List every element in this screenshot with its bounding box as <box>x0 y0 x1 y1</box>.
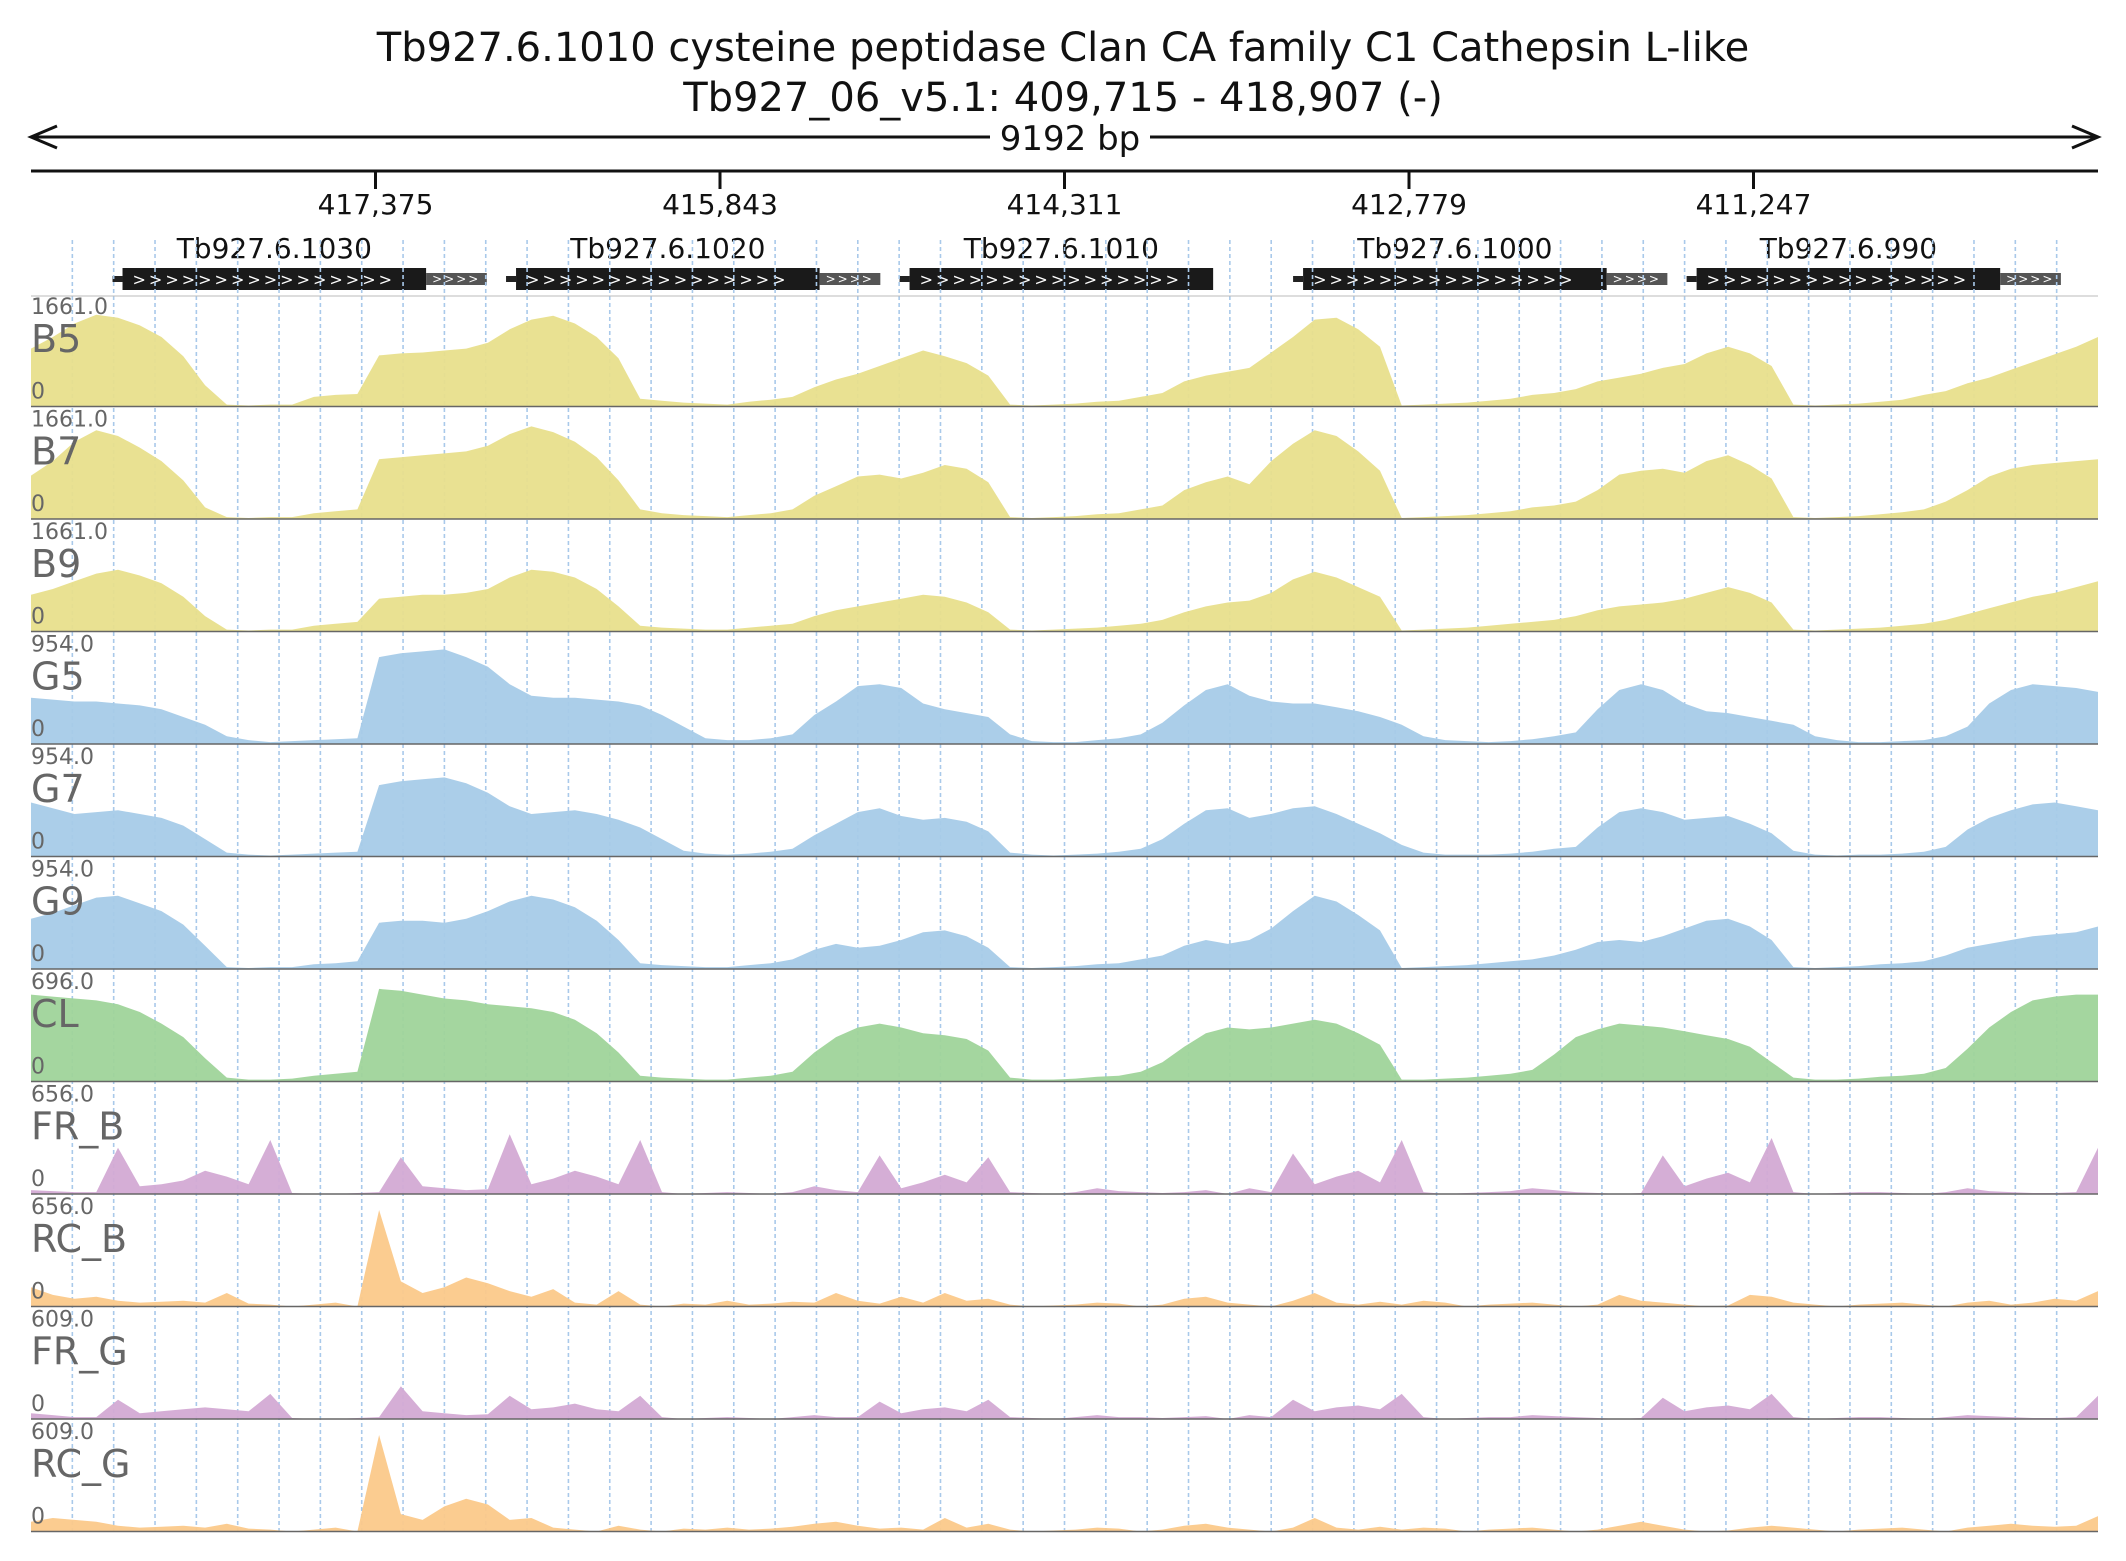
track-min-label: 0 <box>31 1167 45 1192</box>
track-min-label: 0 <box>31 380 45 405</box>
gene-utr <box>1606 273 1668 285</box>
gene-cds <box>1696 268 2001 290</box>
gene-utr-left <box>112 276 123 282</box>
axis-tick-label: 415,843 <box>662 188 778 221</box>
utr-strand-arrows: >>>> <box>826 272 874 286</box>
gene-utr-left <box>506 276 517 282</box>
track-name: B7 <box>31 430 81 474</box>
track-name: FR_G <box>31 1330 128 1374</box>
track-max-label: 609.0 <box>31 1420 94 1445</box>
coverage-area-g5 <box>31 649 2098 744</box>
coverage-area-b7 <box>31 426 2098 519</box>
span-arrowhead-right <box>2071 124 2102 150</box>
gene-cds <box>909 268 1214 290</box>
gene-utr-left <box>1686 276 1697 282</box>
track-name: FR_B <box>31 1105 124 1149</box>
track-name: G7 <box>31 767 85 811</box>
track-max-label: 656.0 <box>31 1195 94 1220</box>
track-max-label: 696.0 <box>31 970 94 995</box>
gene-utr <box>426 273 487 285</box>
gene-label: Tb927.6.990 <box>1759 232 1937 265</box>
track-max-label: 954.0 <box>31 858 94 883</box>
span-length-label: 9192 bp <box>1000 119 1141 159</box>
track-min-label: 0 <box>31 1505 45 1530</box>
track-name: B9 <box>31 542 81 586</box>
track-min-label: 0 <box>31 492 45 517</box>
track-min-label: 0 <box>31 717 45 742</box>
coverage-area-g9 <box>31 895 2098 969</box>
gene-strand-arrows: >>>>>>>>>>>>>>>> <box>1313 270 1576 289</box>
utr-strand-arrows: >>>> <box>2006 272 2054 286</box>
coverage-area-b9 <box>31 569 2098 632</box>
axis-tick-label: 417,375 <box>318 188 434 221</box>
track-max-label: 1661.0 <box>31 520 108 545</box>
gene-utr <box>819 273 881 285</box>
coverage-area-g7 <box>31 777 2098 857</box>
track-min-label: 0 <box>31 1055 45 1080</box>
axis-tick-label: 411,247 <box>1696 188 1812 221</box>
coverage-area-fr-b <box>31 1134 2098 1194</box>
track-name: G5 <box>31 655 85 699</box>
track-min-label: 0 <box>31 1280 45 1305</box>
span-arrowhead-left <box>27 124 58 150</box>
track-max-label: 656.0 <box>31 1083 94 1108</box>
track-min-label: 0 <box>31 1392 45 1417</box>
gene-utr-left <box>1293 276 1304 282</box>
chart-subtitle: Tb927_06_v5.1: 409,715 - 418,907 (-) <box>683 75 1443 121</box>
gene-utr-left <box>899 276 910 282</box>
utr-strand-arrows: >>>> <box>1613 272 1661 286</box>
track-name: G9 <box>31 880 85 924</box>
track-max-label: 609.0 <box>31 1308 94 1333</box>
gene-label: Tb927.6.1000 <box>1356 232 1552 265</box>
track-min-label: 0 <box>31 942 45 967</box>
gene-strand-arrows: >>>>>>>>>>>>>>>> <box>133 270 396 289</box>
track-min-label: 0 <box>31 605 45 630</box>
chart-title: Tb927.6.1010 cysteine peptidase Clan CA … <box>376 25 1750 71</box>
track-min-label: 0 <box>31 830 45 855</box>
track-name: B5 <box>31 317 81 361</box>
track-max-label: 1661.0 <box>31 295 108 320</box>
track-max-label: 954.0 <box>31 633 94 658</box>
coverage-area-b5 <box>31 314 2098 407</box>
track-name: RC_G <box>31 1442 131 1486</box>
track-name: RC_B <box>31 1217 127 1261</box>
axis-tick-label: 412,779 <box>1351 188 1467 221</box>
coverage-area-cl <box>31 988 2098 1082</box>
gene-label: Tb927.6.1030 <box>176 232 372 265</box>
track-name: CL <box>31 992 79 1036</box>
gene-strand-arrows: >>>>>>>>>>>>>>>> <box>526 270 789 289</box>
utr-strand-arrows: >>>> <box>432 272 480 286</box>
gene-cds <box>516 268 820 290</box>
gene-label: Tb927.6.1010 <box>963 232 1159 265</box>
axis-tick-label: 414,311 <box>1007 188 1123 221</box>
gene-cds <box>1303 268 1607 290</box>
gene-cds <box>122 268 427 290</box>
gene-strand-arrows: >>>>>>>>>>>>>>>> <box>920 270 1183 289</box>
track-max-label: 954.0 <box>31 745 94 770</box>
gene-strand-arrows: >>>>>>>>>>>>>>>> <box>1707 270 1970 289</box>
track-max-label: 1661.0 <box>31 408 108 433</box>
gene-label: Tb927.6.1020 <box>569 232 765 265</box>
coverage-area-fr-g <box>31 1386 2098 1419</box>
